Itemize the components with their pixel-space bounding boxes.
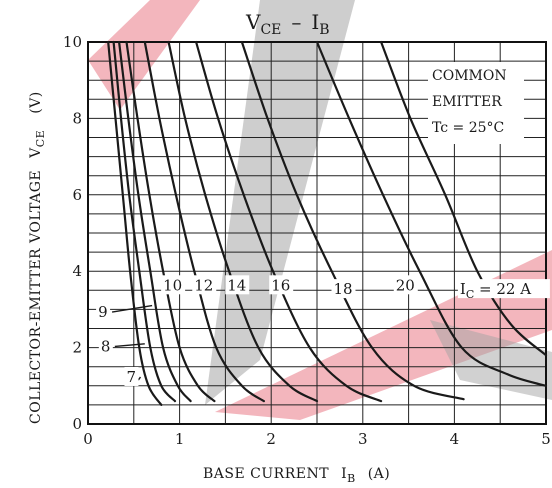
curve-label-16: 16	[271, 276, 290, 294]
curve-label-22: IC = 22 A	[460, 280, 531, 301]
curve-label-8: 8	[101, 337, 111, 355]
annotation-line-3: Tc = 25°C	[432, 120, 504, 136]
curve-ic-22	[380, 40, 548, 357]
curve-ic-9	[118, 40, 192, 403]
label-leader-7	[137, 376, 142, 381]
label-bg-7	[124, 366, 139, 386]
y-tick-label: 10	[63, 33, 82, 51]
x-axis-label: BASE CURRENT IB (A)	[203, 466, 390, 485]
y-axis-label: COLLECTOR-EMITTER VOLTAGEVCE(V)	[28, 91, 47, 424]
curve-ic-8	[112, 40, 177, 403]
curve-ic-7	[107, 40, 163, 406]
y-tick-label: 2	[72, 339, 82, 357]
label-bg-22	[457, 279, 550, 299]
annotation-background	[428, 62, 524, 144]
y-tick-label: 0	[72, 415, 82, 433]
label-bg-18	[331, 279, 356, 299]
label-bg-20	[393, 275, 418, 295]
label-bg-9	[96, 302, 111, 322]
annotation-line-1: COMMON	[432, 68, 507, 84]
y-tick-label: 6	[72, 186, 82, 204]
x-tick-label: 3	[358, 430, 368, 448]
curve-ic-12	[143, 40, 265, 403]
curve-ic-14	[167, 40, 319, 403]
y-tick-label: 4	[72, 262, 82, 280]
curve-label-20: 20	[396, 276, 415, 294]
label-bg-16	[269, 275, 294, 295]
curves: 78 9 10 12 14 16 18 20 IC = 22 A	[96, 40, 550, 406]
curve-label-7: 7	[126, 368, 136, 386]
label-bg-14	[225, 275, 250, 295]
x-tick-label: 0	[83, 430, 93, 448]
x-tick-label: 2	[266, 430, 276, 448]
label-bg-10	[161, 275, 186, 295]
curve-label-18: 18	[333, 280, 352, 298]
label-bg-12	[192, 275, 217, 295]
x-tick-label: 4	[450, 430, 460, 448]
curve-label-10: 10	[163, 276, 182, 294]
curve-label-9: 9	[98, 303, 108, 321]
x-tick-label: 1	[175, 430, 185, 448]
y-tick-label: 8	[72, 109, 82, 127]
curve-label-14: 14	[227, 276, 246, 294]
curve-ic-18	[240, 40, 465, 401]
annotation-line-2: EMITTER	[432, 94, 502, 110]
label-leader-8	[114, 343, 145, 348]
curve-ic-10	[125, 40, 216, 403]
curve-ic-20	[315, 40, 548, 387]
label-leader-9	[111, 304, 153, 313]
curve-label-12: 12	[194, 276, 213, 294]
x-tick-label: 5	[541, 430, 551, 448]
watermark-red-stroke-left	[88, 0, 200, 110]
curve-ic-16	[195, 40, 383, 403]
label-bg-8	[98, 336, 113, 356]
chart-title: VCE – IB	[245, 10, 330, 38]
